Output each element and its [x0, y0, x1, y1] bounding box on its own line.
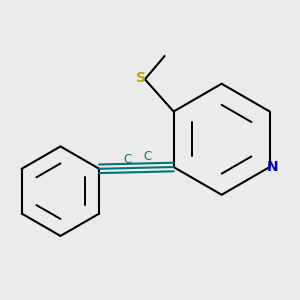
Text: S: S [136, 71, 146, 85]
Text: N: N [267, 160, 278, 174]
Text: C: C [123, 153, 131, 166]
Text: C: C [143, 150, 152, 163]
